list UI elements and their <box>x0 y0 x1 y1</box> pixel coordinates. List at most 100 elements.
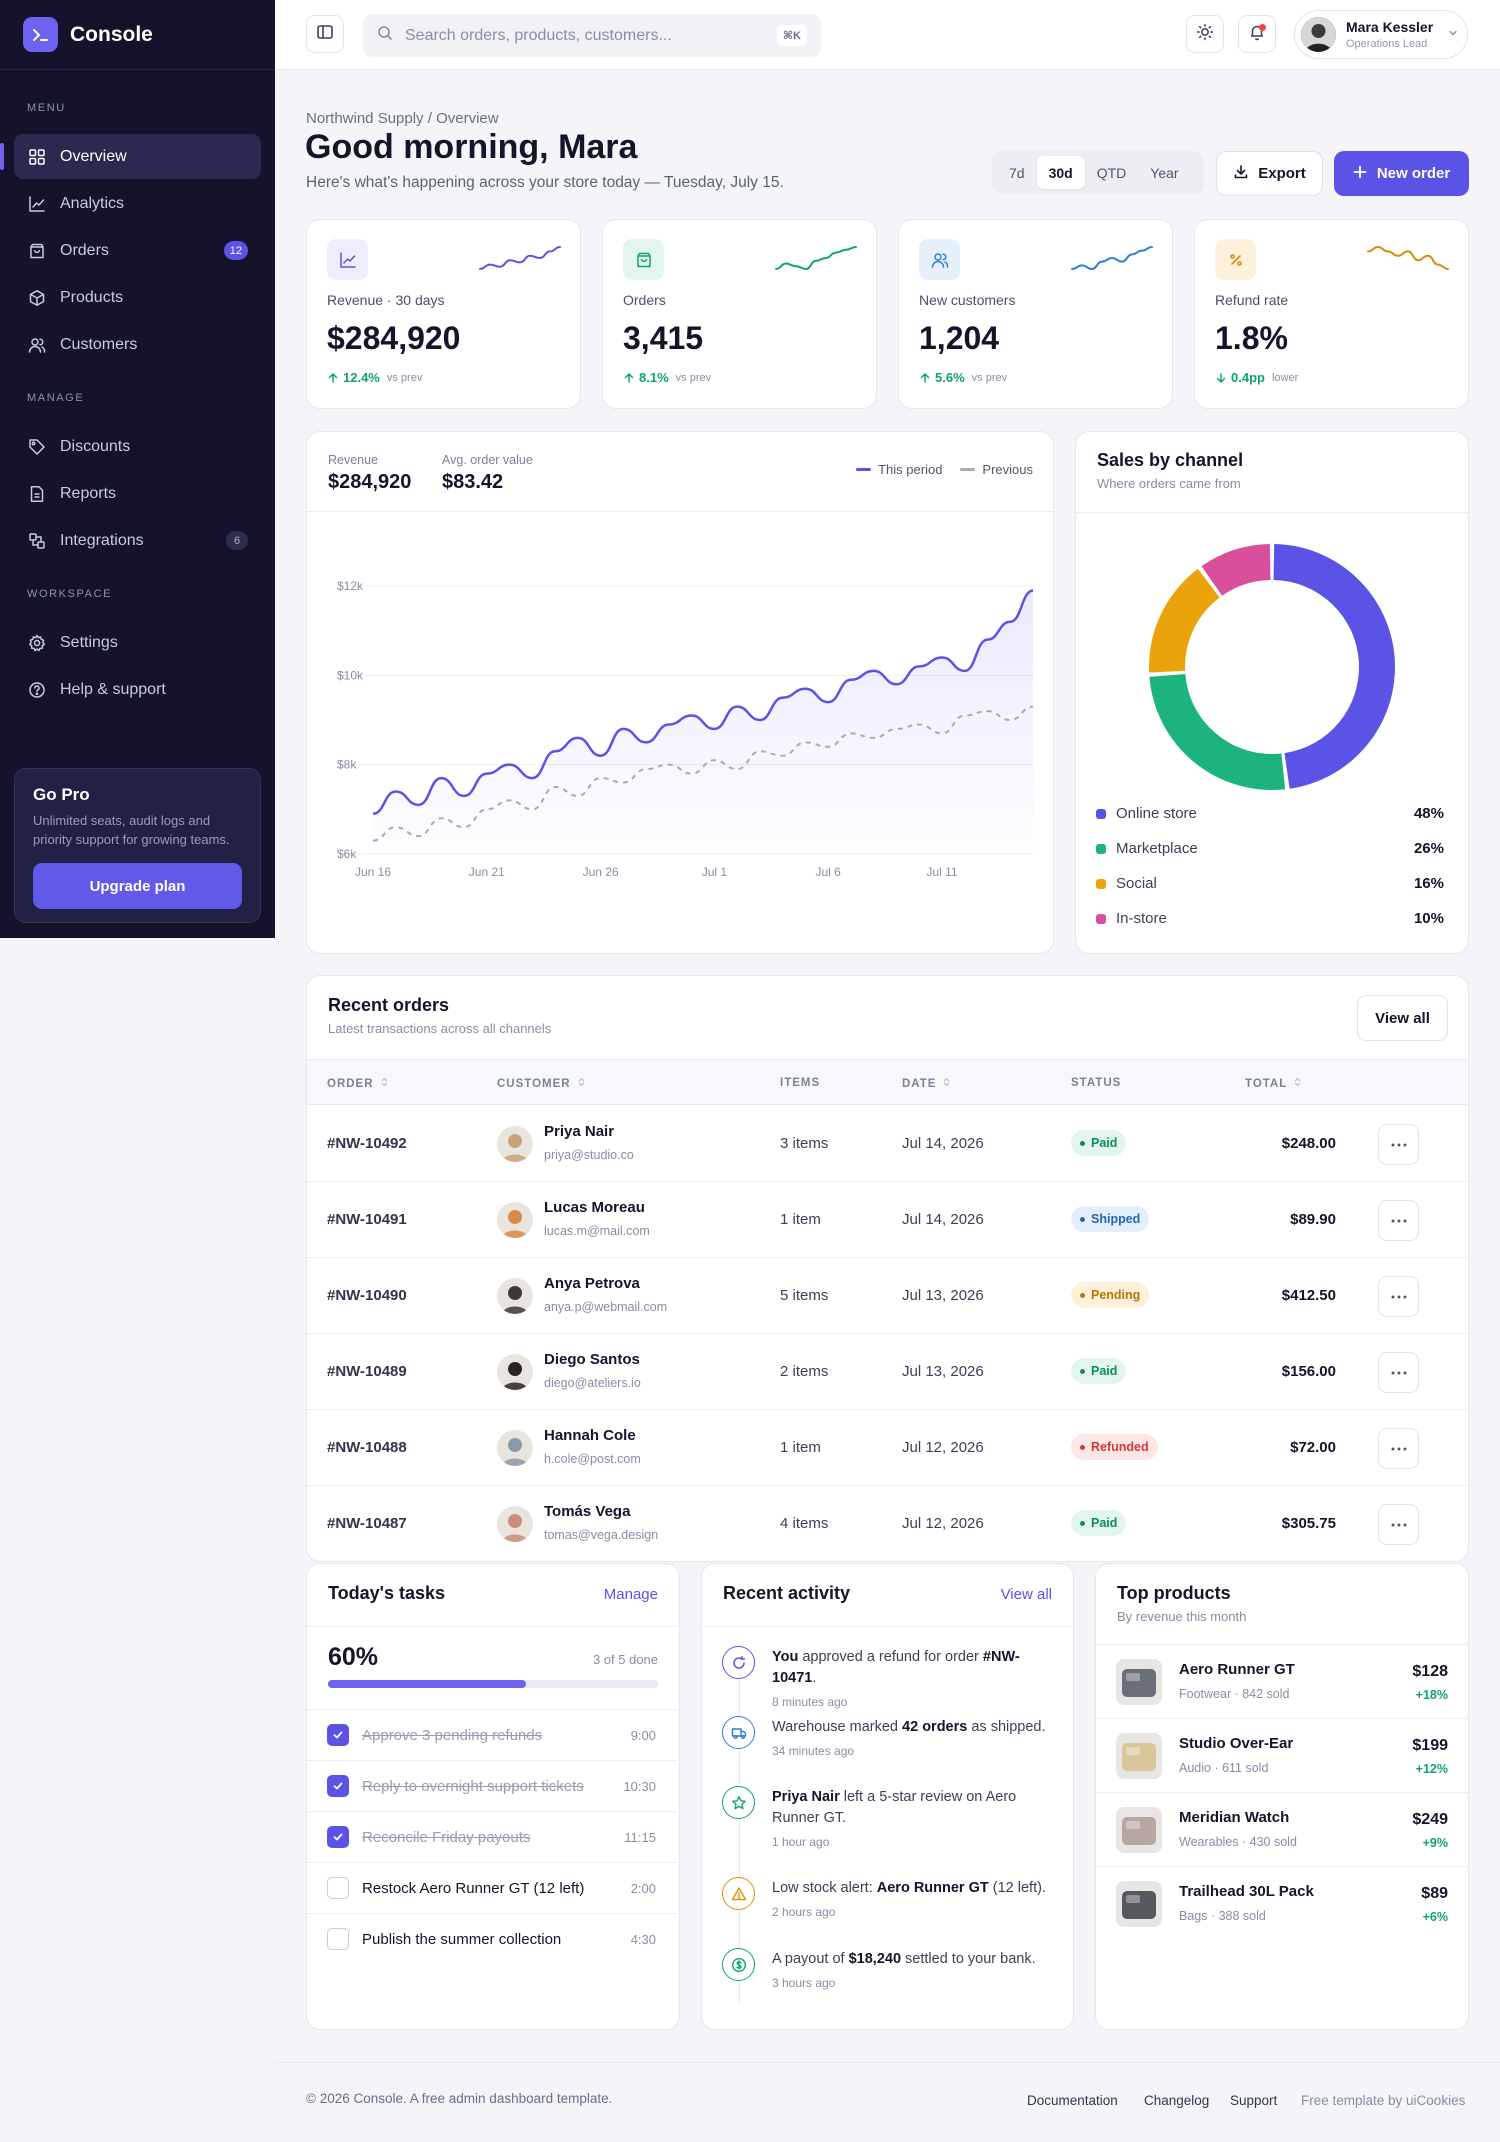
sidebar-toggle-button[interactable] <box>306 15 344 53</box>
sparkline-path <box>479 246 561 270</box>
product-item[interactable]: Meridian Watch Wearables · 430 sold $249 +9… <box>1096 1792 1468 1866</box>
column-header-status[interactable]: STATUS <box>1071 1077 1121 1089</box>
activity-message: Priya Nair left a 5-star review on Aero … <box>772 1787 1057 1829</box>
task-checkbox[interactable] <box>327 1724 349 1746</box>
customer-name: Diego Santos <box>544 1351 640 1368</box>
user-menu[interactable]: Mara Kessler Operations Lead <box>1294 10 1468 59</box>
order-items: 1 item <box>780 1211 821 1228</box>
aov-value: $83.42 <box>442 471 504 493</box>
range-option-30d[interactable]: 30d <box>1036 156 1085 189</box>
range-option-7d[interactable]: 7d <box>1009 164 1025 181</box>
product-item[interactable]: Aero Runner GT Footwear · 842 sold $128 +18… <box>1096 1644 1468 1718</box>
sidebar-item-products[interactable]: Products <box>14 275 261 320</box>
footer-link-support[interactable]: Support <box>1230 2093 1278 2108</box>
user-role: Operations Lead <box>1346 38 1428 50</box>
tasks-progress-fill <box>328 1680 526 1688</box>
row-actions-button[interactable] <box>1378 1428 1419 1469</box>
legend-swatch-previous <box>960 468 976 471</box>
product-item[interactable]: Studio Over-Ear Audio · 611 sold $199 +12% <box>1096 1718 1468 1792</box>
table-row[interactable]: #NW-10487 Tomás Vega tomas@vega.design 4 it… <box>307 1486 1467 1561</box>
column-header-date[interactable]: DATE <box>902 1077 950 1090</box>
row-actions-button[interactable] <box>1378 1352 1419 1393</box>
order-id[interactable]: #NW-10488 <box>327 1439 407 1456</box>
task-item[interactable]: Approve 3 pending refunds 9:00 <box>307 1709 677 1760</box>
task-item[interactable]: Publish the summer collection 4:30 <box>307 1913 677 1964</box>
upgrade-plan-button[interactable]: Upgrade plan <box>33 863 242 909</box>
product-name: Aero Runner GT <box>1179 1661 1295 1678</box>
footer-link-changelog[interactable]: Changelog <box>1144 2093 1210 2108</box>
range-option-qtd[interactable]: QTD <box>1096 164 1127 181</box>
order-id[interactable]: #NW-10492 <box>327 1135 407 1152</box>
bag-icon <box>623 239 664 280</box>
tasks-manage-link[interactable]: Manage <box>603 1586 658 1603</box>
go-pro-description: Unlimited seats, audit logs and priority… <box>33 813 230 847</box>
sidebar-item-label: Customers <box>60 335 138 353</box>
search-input[interactable] <box>405 26 755 45</box>
notifications-button[interactable] <box>1238 15 1276 53</box>
task-item[interactable]: Reply to overnight support tickets 10:30 <box>307 1760 677 1811</box>
status-label: Paid <box>1091 1364 1118 1378</box>
column-header-order[interactable]: ORDER <box>327 1077 388 1090</box>
sidebar-item-discounts[interactable]: Discounts <box>14 424 261 469</box>
task-item[interactable]: Reconcile Friday payouts 11:15 <box>307 1811 677 1862</box>
new-order-button[interactable]: New order <box>1334 151 1469 196</box>
stat-label: Refund rate <box>1215 292 1289 308</box>
sidebar-item-label: Integrations <box>60 531 144 549</box>
search-box[interactable]: ⌘K <box>363 14 821 57</box>
task-checkbox[interactable] <box>327 1826 349 1848</box>
file-icon <box>27 484 47 504</box>
activity-text-part: $18,240 <box>848 1951 902 1967</box>
task-time: 4:30 <box>630 1931 656 1947</box>
row-actions-button[interactable] <box>1378 1504 1419 1545</box>
row-actions-button[interactable] <box>1378 1200 1419 1241</box>
sidebar-item-label: Orders <box>60 241 109 259</box>
section-label-menu: MENU <box>27 102 66 114</box>
customer-name: Hannah Cole <box>544 1427 636 1444</box>
customer-email: tomas@vega.design <box>544 1528 659 1542</box>
task-checkbox[interactable] <box>327 1877 349 1899</box>
sidebar-item-orders[interactable]: Orders 12 <box>14 228 261 273</box>
orders-view-all-button[interactable]: View all <box>1357 995 1448 1041</box>
theme-toggle-button[interactable] <box>1186 15 1224 53</box>
activity-message: Warehouse marked 42 orders as shipped. <box>772 1717 1057 1738</box>
column-header-items[interactable]: ITEMS <box>780 1077 820 1089</box>
footer-link-documentation[interactable]: Documentation <box>1027 2093 1118 2108</box>
table-row[interactable]: #NW-10489 Diego Santos diego@ateliers.io 2 … <box>307 1334 1467 1410</box>
stat-value: 1,204 <box>919 320 1000 356</box>
table-row[interactable]: #NW-10491 Lucas Moreau lucas.m@mail.com 1 i… <box>307 1182 1467 1258</box>
order-id[interactable]: #NW-10491 <box>327 1211 407 1228</box>
aov-label: Avg. order value <box>442 453 533 467</box>
range-option-year[interactable]: Year <box>1150 164 1179 181</box>
stat-label: Revenue · 30 days <box>327 292 445 308</box>
task-checkbox[interactable] <box>327 1775 349 1797</box>
task-item[interactable]: Restock Aero Runner GT (12 left) 2:00 <box>307 1862 677 1913</box>
table-row[interactable]: #NW-10492 Priya Nair priya@studio.co 3 item… <box>307 1106 1467 1182</box>
sidebar-item-customers[interactable]: Customers <box>14 322 261 367</box>
table-row[interactable]: #NW-10488 Hannah Cole h.cole@post.com 1 ite… <box>307 1410 1467 1486</box>
sidebar-item-label: Products <box>60 288 124 306</box>
column-header-total[interactable]: TOTAL <box>1245 1077 1301 1090</box>
row-actions-button[interactable] <box>1378 1124 1419 1165</box>
sidebar-item-help-support[interactable]: Help & support <box>14 667 261 712</box>
row-actions-button[interactable] <box>1378 1276 1419 1317</box>
order-id[interactable]: #NW-10490 <box>327 1287 407 1304</box>
sidebar-item-settings[interactable]: Settings <box>14 620 261 665</box>
sidebar-item-integrations[interactable]: Integrations 6 <box>14 518 261 563</box>
product-item[interactable]: Trailhead 30L Pack Bags · 388 sold $89 +6% <box>1096 1866 1468 1940</box>
activity-text-part: #NW-10471 <box>772 1649 1020 1686</box>
sidebar-item-reports[interactable]: Reports <box>14 471 261 516</box>
stat-delta: 8.1% vs prev <box>623 370 711 385</box>
sidebar-item-overview[interactable]: Overview <box>0 134 261 179</box>
export-button[interactable]: Export <box>1216 151 1323 196</box>
legend-swatch <box>1096 878 1106 889</box>
sidebar-item-analytics[interactable]: Analytics <box>14 181 261 226</box>
task-checkbox[interactable] <box>327 1928 349 1950</box>
activity-view-all-link[interactable]: View all <box>1000 1586 1052 1603</box>
footer-credit: Free template by uiCookies <box>1301 2093 1466 2108</box>
order-id[interactable]: #NW-10489 <box>327 1363 407 1380</box>
logo[interactable]: Console <box>0 0 275 70</box>
table-row[interactable]: #NW-10490 Anya Petrova anya.p@webmail.com 5… <box>307 1258 1467 1334</box>
column-header-customer[interactable]: CUSTOMER <box>497 1077 585 1090</box>
order-total: $248.00 <box>1281 1135 1336 1152</box>
order-id[interactable]: #NW-10487 <box>327 1515 407 1532</box>
